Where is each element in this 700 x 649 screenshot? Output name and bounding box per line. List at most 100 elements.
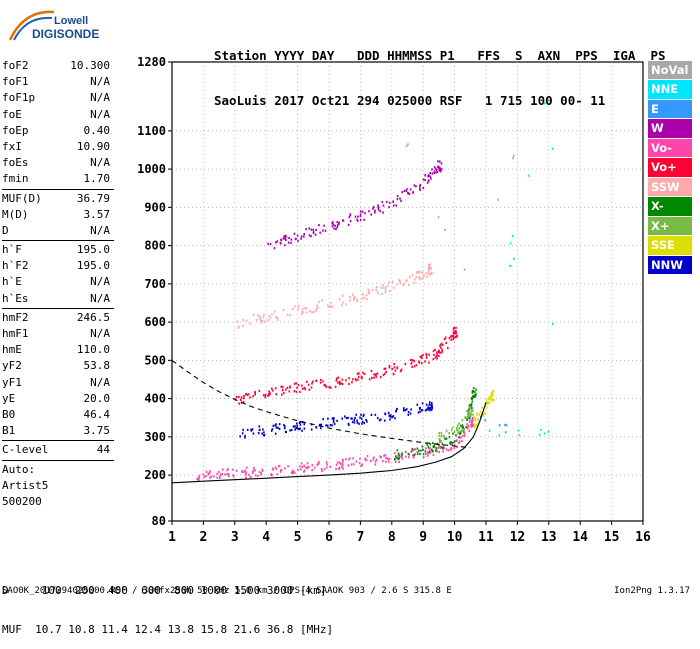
data-point bbox=[270, 387, 273, 390]
series-vo- bbox=[234, 326, 458, 405]
data-point bbox=[197, 478, 199, 481]
data-point bbox=[470, 425, 473, 428]
data-point bbox=[440, 168, 443, 171]
data-point bbox=[429, 263, 432, 266]
data-point bbox=[311, 464, 314, 467]
data-point bbox=[455, 427, 458, 430]
data-point bbox=[361, 420, 364, 423]
data-point bbox=[450, 335, 452, 338]
data-point bbox=[477, 422, 479, 426]
data-point bbox=[422, 456, 425, 459]
data-point bbox=[246, 393, 248, 396]
data-point bbox=[241, 432, 244, 435]
data-point bbox=[430, 273, 432, 276]
data-point bbox=[258, 317, 261, 320]
param-row: h`F 195.0 bbox=[2, 242, 114, 258]
data-point bbox=[470, 405, 473, 408]
data-point bbox=[389, 415, 392, 418]
data-point bbox=[415, 271, 418, 274]
data-point bbox=[280, 242, 282, 245]
param-value: 46.4 bbox=[83, 407, 111, 421]
data-point bbox=[449, 441, 452, 444]
data-point bbox=[452, 328, 455, 331]
data-point bbox=[224, 473, 226, 476]
data-point bbox=[422, 448, 424, 451]
data-point bbox=[425, 354, 428, 357]
param-value: 10.300 bbox=[70, 59, 110, 72]
data-point bbox=[386, 284, 389, 287]
data-point bbox=[385, 200, 388, 203]
data-point bbox=[471, 409, 474, 413]
data-point bbox=[287, 241, 290, 244]
data-point bbox=[411, 359, 414, 362]
data-point bbox=[288, 236, 290, 240]
data-point bbox=[414, 448, 417, 451]
data-point bbox=[283, 391, 285, 395]
data-point bbox=[428, 179, 430, 182]
param-value: N/A bbox=[90, 107, 110, 121]
data-point bbox=[325, 424, 327, 427]
data-point bbox=[351, 417, 353, 420]
data-point bbox=[418, 278, 421, 281]
data-point bbox=[251, 428, 254, 431]
data-point bbox=[430, 448, 433, 451]
data-point bbox=[412, 191, 414, 194]
data-point bbox=[410, 408, 412, 411]
param-value: 10.90 bbox=[76, 139, 110, 153]
data-point bbox=[470, 403, 473, 406]
param-value: N/A bbox=[90, 156, 110, 170]
data-point bbox=[468, 406, 471, 409]
data-point bbox=[356, 219, 359, 222]
data-point bbox=[317, 306, 319, 309]
data-point bbox=[466, 423, 468, 426]
data-point bbox=[301, 307, 304, 310]
data-point bbox=[371, 376, 373, 380]
data-point bbox=[377, 204, 379, 207]
data-point bbox=[387, 460, 390, 463]
data-point bbox=[242, 318, 244, 322]
data-point bbox=[379, 210, 381, 213]
data-point bbox=[399, 279, 401, 283]
data-point bbox=[425, 452, 427, 455]
data-point bbox=[450, 448, 453, 451]
data-point bbox=[348, 423, 350, 427]
data-point bbox=[401, 452, 403, 455]
data-point bbox=[384, 367, 387, 370]
data-point bbox=[297, 307, 300, 311]
data-point bbox=[208, 471, 211, 474]
data-point bbox=[428, 361, 430, 364]
data-point bbox=[385, 370, 387, 374]
data-point bbox=[253, 466, 255, 470]
data-point bbox=[308, 309, 311, 313]
data-point bbox=[491, 390, 494, 393]
data-point bbox=[349, 295, 351, 299]
data-point bbox=[424, 447, 427, 450]
legend-item-x-: X+ bbox=[648, 216, 692, 236]
data-point bbox=[284, 236, 287, 239]
data-point bbox=[363, 296, 365, 299]
data-point bbox=[396, 195, 399, 198]
series-e bbox=[479, 415, 508, 434]
data-point bbox=[275, 423, 277, 426]
data-point bbox=[406, 279, 408, 282]
data-point bbox=[457, 442, 460, 445]
data-point bbox=[367, 292, 370, 295]
data-point bbox=[375, 458, 378, 461]
data-point bbox=[428, 266, 430, 269]
data-point bbox=[314, 233, 317, 236]
data-point bbox=[315, 426, 317, 429]
data-point bbox=[385, 456, 387, 459]
data-point bbox=[397, 452, 400, 455]
data-point bbox=[384, 413, 387, 416]
data-point bbox=[420, 362, 423, 365]
data-point bbox=[438, 443, 440, 447]
data-point bbox=[394, 369, 397, 372]
data-point bbox=[232, 474, 234, 477]
data-point bbox=[295, 422, 298, 425]
data-point bbox=[261, 432, 263, 435]
y-tick-label: 500 bbox=[144, 353, 166, 367]
data-point bbox=[330, 302, 332, 305]
param-row: hmF2 246.5 bbox=[2, 310, 114, 326]
data-point bbox=[437, 165, 440, 168]
data-point bbox=[392, 373, 395, 376]
